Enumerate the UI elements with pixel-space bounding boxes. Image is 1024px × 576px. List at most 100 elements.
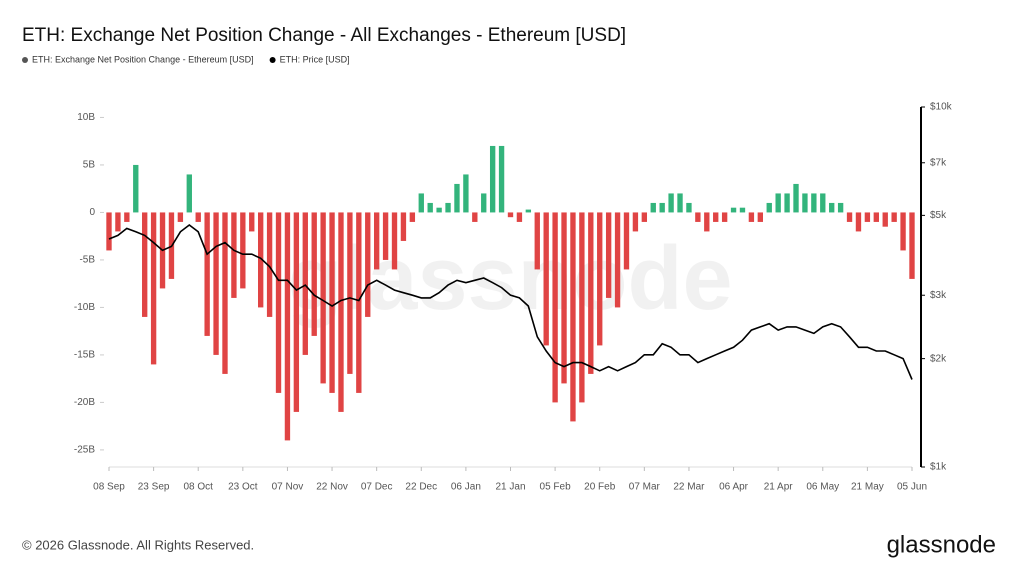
bar — [186, 174, 192, 213]
bar — [766, 202, 772, 213]
y2-tick-label: $3k — [930, 290, 947, 301]
bar — [382, 212, 389, 260]
x-tick-label: 07 Nov — [272, 482, 304, 493]
bar — [338, 212, 344, 412]
bar — [614, 212, 621, 308]
bar — [695, 212, 701, 222]
bar — [498, 145, 505, 213]
bar — [454, 183, 460, 213]
x-tick-label: 21 Apr — [764, 482, 794, 493]
bar — [213, 212, 219, 355]
x-tick-label: 06 Jan — [451, 482, 481, 493]
x-tick-label: 06 May — [806, 482, 839, 493]
bar — [704, 212, 710, 232]
bar — [472, 212, 478, 222]
bar — [543, 212, 549, 346]
bar — [873, 212, 879, 222]
bar — [784, 193, 790, 213]
bar — [579, 212, 585, 403]
bar — [793, 183, 799, 213]
bar — [597, 212, 603, 346]
x-tick-label: 22 Dec — [405, 482, 437, 493]
legend-label: ETH: Exchange Net Position Change - Ethe… — [32, 54, 254, 64]
bar — [632, 212, 639, 232]
bar — [775, 193, 781, 213]
bar — [204, 212, 210, 336]
bar — [391, 212, 398, 270]
bar — [266, 212, 273, 317]
bar — [329, 212, 335, 393]
bar — [713, 212, 719, 222]
bar — [677, 193, 683, 213]
bar — [570, 212, 576, 422]
bar — [900, 212, 906, 251]
bar — [463, 174, 469, 213]
bar — [142, 212, 148, 317]
bar — [150, 212, 157, 365]
bar — [347, 212, 353, 374]
bar — [641, 212, 648, 222]
bar — [445, 202, 451, 213]
bar — [302, 212, 308, 355]
y2-tick-label: $7k — [930, 157, 947, 168]
bar — [427, 202, 433, 213]
bar — [356, 212, 362, 393]
bar — [284, 212, 291, 441]
bar — [882, 212, 888, 227]
bar — [240, 212, 246, 289]
x-tick-label: 06 Apr — [719, 482, 749, 493]
bar — [115, 212, 121, 232]
bar — [552, 212, 558, 403]
bar — [623, 212, 630, 270]
y-tick-label: -20B — [74, 397, 95, 408]
y-tick-label: 5B — [83, 160, 96, 171]
bar — [222, 212, 228, 374]
watermark: glassnode — [287, 229, 732, 329]
legend-marker — [22, 57, 28, 63]
bar — [320, 212, 326, 384]
bar — [855, 212, 862, 232]
y-tick-label: -15B — [74, 350, 95, 361]
x-tick-label: 07 Dec — [361, 482, 393, 493]
x-tick-label: 08 Oct — [183, 482, 213, 493]
bar — [659, 202, 665, 213]
bar — [588, 212, 594, 374]
bar — [373, 212, 380, 270]
bar — [668, 193, 674, 213]
bar — [811, 193, 817, 213]
y-tick-label: -10B — [74, 302, 95, 313]
y2-tick-label: $2k — [930, 353, 947, 364]
y2-tick-label: $1k — [930, 462, 947, 473]
bar — [507, 212, 514, 218]
x-tick-label: 05 Feb — [540, 482, 572, 493]
bar — [846, 212, 853, 222]
bar — [516, 212, 523, 222]
x-tick-label: 23 Sep — [138, 482, 170, 493]
legend-marker — [269, 57, 276, 63]
chart-title: ETH: Exchange Net Position Change - All … — [22, 25, 626, 46]
bar — [133, 164, 139, 213]
bar — [820, 193, 826, 213]
y-tick-label: 0 — [89, 207, 95, 218]
bar — [489, 145, 496, 213]
bar — [837, 202, 844, 213]
x-tick-label: 21 Jan — [495, 482, 525, 493]
bar — [909, 212, 915, 279]
bar — [864, 212, 871, 222]
bar — [293, 212, 300, 412]
y-tick-label: -5B — [79, 255, 95, 266]
bar — [748, 212, 755, 222]
bar — [409, 212, 416, 222]
x-tick-label: 05 Jun — [897, 482, 927, 493]
x-tick-label: 22 Mar — [673, 482, 705, 493]
bar — [605, 212, 612, 298]
bar — [721, 212, 728, 222]
bar — [739, 207, 746, 213]
x-tick-label: 07 Mar — [629, 482, 661, 493]
x-tick-label: 20 Feb — [584, 482, 616, 493]
x-tick-label: 08 Sep — [93, 482, 125, 493]
bar — [757, 212, 763, 222]
bar — [481, 193, 487, 213]
bar — [802, 193, 808, 213]
bar — [258, 212, 264, 308]
